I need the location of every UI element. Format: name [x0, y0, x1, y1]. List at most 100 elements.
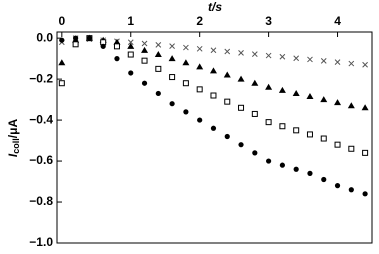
cross-marker	[141, 40, 148, 47]
y-tick-label: −1.0	[29, 235, 53, 249]
square-marker	[58, 80, 65, 87]
y-tick-label: −0.2	[29, 71, 53, 85]
square-marker	[127, 51, 134, 58]
cross-marker	[334, 59, 341, 65]
x-tick-label: 2	[196, 14, 203, 28]
triangle-marker	[292, 89, 300, 96]
triangle-marker	[320, 96, 328, 103]
circle-marker	[334, 183, 341, 189]
square-marker	[265, 119, 272, 126]
triangle-marker	[209, 67, 217, 74]
triangle-marker	[58, 59, 66, 66]
square-marker	[306, 131, 313, 138]
square-marker	[210, 92, 217, 99]
x-axis-label: t/s	[208, 0, 222, 14]
cross-marker	[348, 60, 355, 67]
y-tick-label: 0.0	[36, 30, 53, 44]
cross-marker	[320, 58, 327, 64]
x-tick-label: 4	[334, 14, 341, 28]
circle-marker	[362, 191, 368, 197]
cross-marker	[183, 44, 189, 51]
circle-marker	[266, 158, 272, 164]
circle-marker	[238, 142, 244, 148]
circle-marker	[279, 162, 285, 168]
y-label-sub: coll	[11, 138, 21, 154]
y-label-unit: /μA	[6, 119, 20, 139]
circle-marker	[293, 166, 299, 172]
triangle-marker	[113, 38, 121, 45]
circle-marker	[348, 187, 354, 193]
triangle-marker	[223, 71, 231, 78]
triangle-marker	[251, 79, 259, 86]
triangle-marker	[347, 102, 355, 109]
circle-marker	[252, 150, 258, 156]
cross-marker	[155, 42, 162, 48]
square-marker	[72, 41, 79, 48]
circle-marker	[100, 43, 106, 49]
square-marker	[155, 65, 162, 72]
y-tick-label: −0.8	[29, 194, 53, 208]
triangle-marker	[306, 93, 314, 100]
square-marker	[238, 104, 245, 111]
cross-marker	[279, 53, 286, 60]
triangle-marker	[127, 42, 135, 49]
cross-marker	[265, 52, 272, 59]
square-marker	[141, 57, 148, 64]
square-marker	[182, 80, 189, 87]
square-marker	[348, 145, 355, 152]
square-marker	[251, 110, 258, 117]
cross-marker	[210, 47, 217, 54]
square-marker	[169, 74, 176, 81]
x-tick-label: 1	[127, 14, 134, 28]
y-axis-label: Icoll/μA	[6, 119, 21, 158]
x-tick-label: 0	[58, 14, 65, 28]
plot-frame	[56, 31, 373, 244]
triangle-marker	[196, 63, 204, 70]
cross-marker	[293, 55, 300, 62]
cross-marker	[362, 61, 368, 68]
circle-marker	[114, 56, 120, 62]
y-tick-label: −0.4	[29, 112, 53, 126]
circle-marker	[321, 176, 327, 183]
triangle-marker	[168, 55, 176, 62]
triangle-marker	[265, 83, 273, 90]
cross-marker	[251, 51, 258, 57]
circle-marker	[224, 133, 230, 140]
circle-marker	[141, 80, 148, 86]
circle-marker	[307, 170, 313, 176]
triangle-marker	[361, 104, 369, 111]
square-marker	[224, 98, 231, 105]
square-marker	[362, 149, 369, 156]
square-marker	[279, 123, 286, 130]
circle-marker	[86, 35, 92, 41]
cross-marker	[196, 45, 203, 52]
cross-marker	[169, 43, 175, 49]
circle-marker	[128, 70, 134, 76]
y-label-main: I	[6, 153, 20, 157]
circle-marker	[73, 35, 79, 41]
square-marker	[113, 43, 120, 50]
cross-marker	[238, 50, 244, 56]
cross-marker	[127, 39, 134, 46]
cross-marker	[224, 48, 231, 55]
triangle-marker	[334, 99, 342, 106]
square-marker	[293, 127, 300, 134]
x-tick-label: 3	[265, 14, 272, 28]
cross-marker	[307, 56, 313, 63]
circle-marker	[183, 109, 189, 115]
circle-marker	[169, 101, 175, 107]
square-marker	[196, 86, 203, 93]
circle-marker	[197, 117, 203, 123]
square-marker	[334, 141, 341, 148]
triangle-marker	[278, 86, 286, 93]
circle-marker	[59, 37, 65, 43]
triangle-marker	[237, 75, 245, 82]
triangle-marker	[154, 51, 162, 58]
y-tick-label: −0.6	[29, 153, 53, 167]
circle-marker	[155, 90, 161, 97]
triangle-marker	[182, 59, 190, 66]
circle-marker	[210, 125, 217, 131]
triangle-marker	[141, 46, 149, 53]
square-marker	[320, 135, 327, 142]
